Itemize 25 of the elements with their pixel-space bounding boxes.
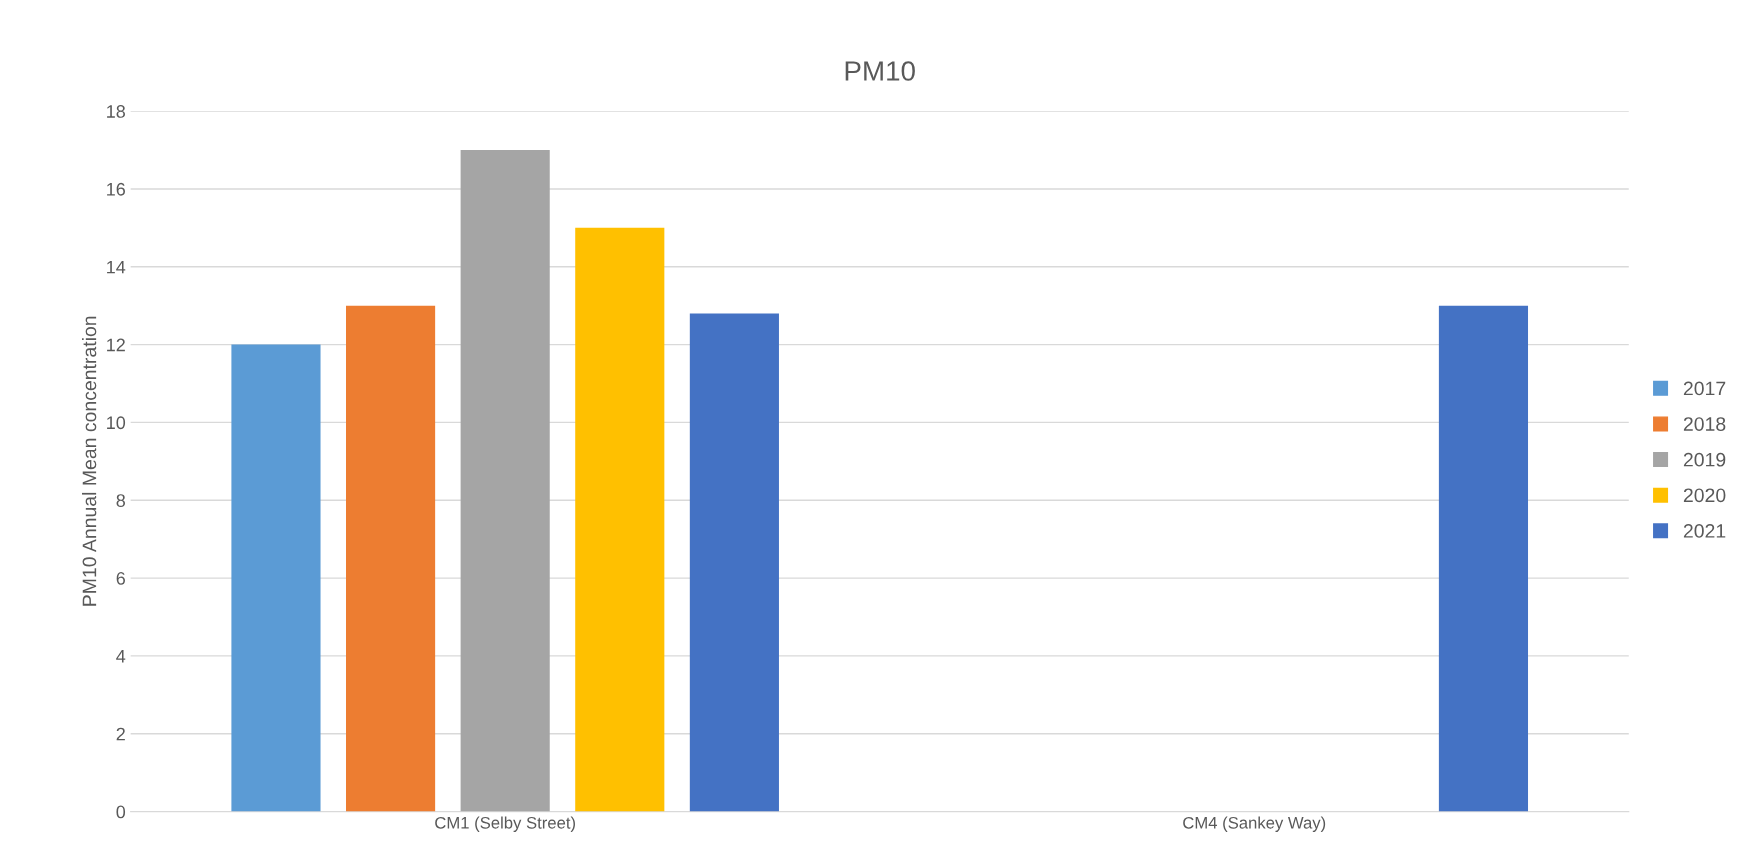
bar bbox=[689, 313, 779, 812]
bar bbox=[1438, 305, 1529, 812]
legend-label: 2021 bbox=[1683, 524, 1726, 538]
y-tick-label: 8 bbox=[116, 494, 125, 507]
legend-label: 2018 bbox=[1683, 417, 1726, 431]
y-tick-label: 14 bbox=[107, 260, 126, 274]
x-tick-label: CM1 (Selby Street) bbox=[435, 816, 575, 832]
bar bbox=[575, 227, 665, 812]
chart-title: PM10 bbox=[845, 61, 915, 81]
y-tick-label: 2 bbox=[116, 727, 125, 741]
y-tick-label: 12 bbox=[107, 338, 125, 352]
x-tick-label: CM4 (Sankey Way) bbox=[1183, 816, 1326, 832]
y-tick-label: 16 bbox=[107, 182, 125, 196]
bar bbox=[346, 305, 436, 812]
y-tick-label: 0 bbox=[116, 805, 126, 819]
y-tick-label: 18 bbox=[107, 105, 126, 118]
bar bbox=[460, 150, 550, 812]
bar bbox=[231, 344, 321, 812]
y-tick-label: 6 bbox=[116, 572, 125, 585]
legend-label: 2019 bbox=[1683, 452, 1726, 467]
legend-label: 2020 bbox=[1683, 488, 1726, 503]
y-axis-title: PM10 Annual Mean concentration bbox=[82, 316, 97, 606]
legend-label: 2017 bbox=[1683, 381, 1726, 396]
y-tick-label: 4 bbox=[116, 650, 126, 663]
y-tick-label: 10 bbox=[107, 416, 126, 430]
